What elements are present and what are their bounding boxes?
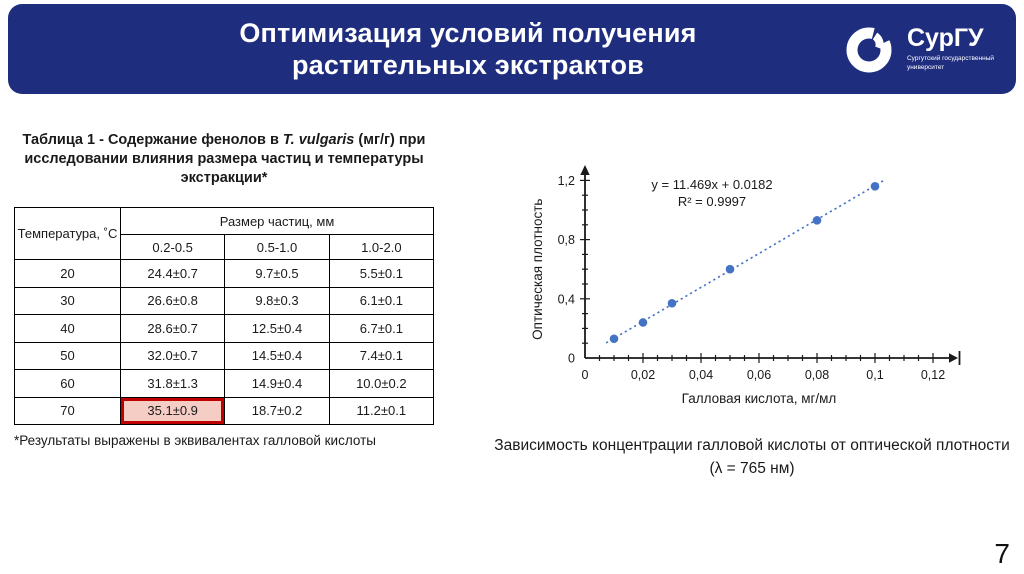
temperature-cell: 40 bbox=[14, 314, 121, 343]
surgu-logo-icon bbox=[846, 23, 900, 73]
value-cell: 6.1±0.1 bbox=[328, 286, 435, 315]
chart-caption: Зависимость концентрации галловой кислот… bbox=[494, 437, 1010, 478]
value-cell: 28.6±0.7 bbox=[119, 314, 226, 343]
table-row: 30 26.6±0.8 9.8±0.3 6.1±0.1 bbox=[14, 286, 435, 315]
table-footnote: *Результаты выражены в эквивалентах галл… bbox=[14, 433, 376, 448]
svg-text:0,1: 0,1 bbox=[866, 368, 883, 382]
temperature-cell: 50 bbox=[14, 341, 121, 370]
svg-text:1,2: 1,2 bbox=[558, 174, 575, 188]
value-cell: 32.0±0.7 bbox=[119, 341, 226, 370]
university-logo: СурГУ Сургутский государственный универс… bbox=[842, 19, 994, 79]
value-cell: 31.8±1.3 bbox=[119, 369, 226, 398]
svg-text:Оптическая плотность: Оптическая плотность bbox=[530, 199, 545, 340]
table-caption: Таблица 1 - Содержание фенолов в T. vulg… bbox=[12, 131, 436, 188]
temperature-cell: 30 bbox=[14, 286, 121, 315]
svg-text:R² = 0.9997: R² = 0.9997 bbox=[678, 194, 746, 209]
phenol-table: Температура, ˚C Размер частиц, мм 0.2-0.… bbox=[14, 207, 435, 425]
value-cell: 14.5±0.4 bbox=[224, 341, 330, 370]
svg-text:0: 0 bbox=[568, 352, 575, 366]
svg-text:0,8: 0,8 bbox=[558, 233, 575, 247]
calibration-chart: 0 0,02 0,04 0,06 0,08 0,1 0,12 0 0,4 0,8 1,2 Галлов… bbox=[525, 158, 990, 420]
value-cell: 24.4±0.7 bbox=[119, 259, 226, 288]
page-number: 7 bbox=[994, 538, 1010, 569]
slide-title-line2: растительных экстрактов bbox=[291, 49, 645, 80]
table-row: 20 24.4±0.7 9.7±0.5 5.5±0.1 bbox=[14, 259, 435, 288]
svg-text:0,08: 0,08 bbox=[805, 368, 829, 382]
value-cell: 18.7±0.2 bbox=[224, 396, 330, 425]
value-cell: 12.5±0.4 bbox=[224, 314, 330, 343]
size-column-header: 1.0-2.0 bbox=[328, 234, 435, 260]
value-cell: 5.5±0.1 bbox=[328, 259, 435, 288]
slide-header: Оптимизация условий получения растительн… bbox=[8, 4, 1016, 94]
table-row: 70 35.1±0.9 18.7±0.2 11.2±0.1 bbox=[14, 396, 435, 425]
value-cell: 9.7±0.5 bbox=[224, 259, 330, 288]
svg-text:0: 0 bbox=[582, 368, 589, 382]
value-cell: 14.9±0.4 bbox=[224, 369, 330, 398]
value-cell: 26.6±0.8 bbox=[119, 286, 226, 315]
table-caption-suffix: (мг/г) при исследовании влияния размера … bbox=[24, 132, 426, 186]
svg-text:0,4: 0,4 bbox=[558, 292, 575, 306]
table-row: 40 28.6±0.7 12.5±0.4 6.7±0.1 bbox=[14, 314, 435, 343]
value-cell: 9.8±0.3 bbox=[224, 286, 330, 315]
table-header-row-2: 0.2-0.5 0.5-1.0 1.0-2.0 bbox=[15, 234, 435, 260]
logo-name: СурГУ bbox=[906, 23, 984, 52]
table-header-row-1: Температура, ˚C Размер частиц, мм bbox=[14, 207, 434, 260]
svg-text:0,04: 0,04 bbox=[689, 368, 713, 382]
svg-text:0,02: 0,02 bbox=[631, 368, 655, 382]
temperature-cell: 60 bbox=[14, 369, 121, 398]
corner-header-cell: Температура, ˚C bbox=[14, 207, 121, 260]
table-caption-prefix: Таблица 1 - Содержание фенолов в bbox=[22, 132, 283, 148]
table-row: 50 32.0±0.7 14.5±0.4 7.4±0.1 bbox=[14, 341, 435, 370]
value-cell: 6.7±0.1 bbox=[328, 314, 435, 343]
phenol-table-body: 20 24.4±0.7 9.7±0.5 5.5±0.1 30 26.6±0.8 9.8±0.… bbox=[14, 259, 435, 425]
temperature-cell: 20 bbox=[14, 259, 121, 288]
svg-text:y = 11.469x + 0.0182: y = 11.469x + 0.0182 bbox=[651, 177, 772, 192]
svg-text:Галловая кислота, мг/мл: Галловая кислота, мг/мл bbox=[682, 391, 837, 406]
temperature-cell: 70 bbox=[14, 396, 121, 425]
table-caption-species: T. vulgaris bbox=[282, 132, 355, 148]
svg-text:0,12: 0,12 bbox=[921, 368, 945, 382]
size-column-header: 0.2-0.5 bbox=[119, 234, 226, 260]
calibration-chart-svg: 0 0,02 0,04 0,06 0,08 0,1 0,12 0 0,4 0,8 1,2 Галлов… bbox=[530, 165, 961, 406]
value-cell: 7.4±0.1 bbox=[328, 341, 435, 370]
slide-title-line1: Оптимизация условий получения bbox=[239, 18, 697, 48]
highlighted-value-cell: 35.1±0.9 bbox=[119, 396, 226, 425]
table-row: 60 31.8±1.3 14.9±0.4 10.0±0.2 bbox=[14, 369, 435, 398]
logo-tagline: Сургутский государственный университет bbox=[906, 54, 994, 71]
size-column-header: 0.5-1.0 bbox=[224, 234, 330, 260]
svg-text:0,06: 0,06 bbox=[747, 368, 771, 382]
group-header-cell: Размер частиц, мм bbox=[120, 207, 434, 235]
slide-title: Оптимизация условий получения растительн… bbox=[98, 18, 838, 82]
value-cell: 10.0±0.2 bbox=[328, 369, 435, 398]
logo-text: СурГУ Сургутский государственный универс… bbox=[906, 23, 994, 73]
value-cell: 11.2±0.1 bbox=[328, 396, 435, 425]
